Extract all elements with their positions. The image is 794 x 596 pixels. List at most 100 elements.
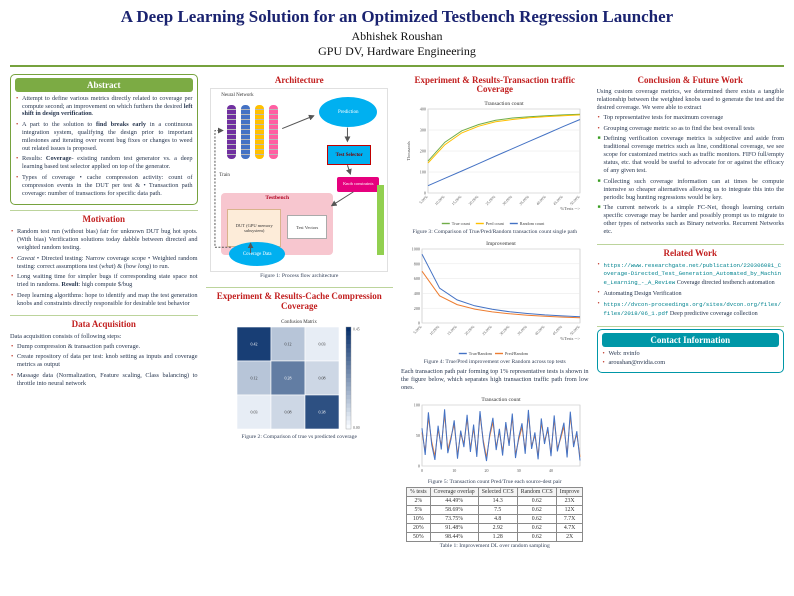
- related-item: Automating Design Verification: [597, 290, 785, 299]
- section-cache-results: Experiment & Results-Cache Compression C…: [205, 287, 393, 445]
- table-cell: 1.28: [477, 532, 518, 543]
- table-cell: 91.48%: [429, 523, 479, 534]
- header-divider: [10, 64, 784, 67]
- svg-text:25.00%: 25.00%: [485, 195, 497, 207]
- author-affiliation: GPU DV, Hardware Engineering: [318, 43, 476, 58]
- svg-text:0.12: 0.12: [285, 341, 292, 346]
- transaction-paragraph: Each transaction path pair forming top 1…: [401, 367, 589, 391]
- contact-email[interactable]: aroushan@nvidia.com: [602, 359, 780, 367]
- test-selector-box: Test Selector: [327, 145, 372, 166]
- figure3-line-chart: 0 100 200 300 400 5.00% 10.00% 15.00% 20.00% 25.0…: [403, 98, 586, 229]
- abstract-bullet-list: Attempt to define various metrics direct…: [15, 95, 193, 198]
- table-cell: 44.49%: [429, 496, 479, 507]
- bullet-item: Create repository of data per test: knob…: [10, 353, 198, 369]
- svg-text:10.00%: 10.00%: [434, 195, 446, 207]
- table-cell: 7.5: [477, 505, 518, 516]
- related-link[interactable]: https://www.researchgate.net/publication…: [603, 261, 781, 286]
- section-data-acquisition: Data Acquisition Data acquisition consis…: [10, 315, 198, 393]
- related-item: https://www.researchgate.net/publication…: [597, 262, 785, 288]
- svg-text:40.00%: 40.00%: [534, 324, 546, 336]
- section-conclusion: Conclusion & Future Work Using custom co…: [597, 72, 785, 242]
- bullet-item: Collecting such coverage information can…: [597, 178, 784, 202]
- neural-network-layers: [227, 105, 279, 160]
- table-cell: 7.7X: [555, 514, 584, 525]
- svg-text:400: 400: [413, 291, 419, 296]
- related-text: Coverage directed testbench automation: [676, 279, 775, 286]
- table-cell: 2X: [555, 532, 584, 543]
- svg-text:Pred count: Pred count: [486, 221, 505, 226]
- svg-text:0.03: 0.03: [251, 409, 258, 414]
- table-row: 50% 98.44% 1.28 0.62 2X: [406, 532, 584, 543]
- svg-text:40.00%: 40.00%: [535, 195, 547, 207]
- table-cell: 4.7X: [555, 523, 584, 534]
- related-text: Deep predictive coverage collection: [669, 310, 758, 317]
- related-link[interactable]: https://dvcon-proceedings.org/sites/dvco…: [603, 300, 781, 317]
- svg-text:30: 30: [516, 468, 520, 473]
- table-cell: 0.62: [516, 496, 557, 507]
- svg-text:50.00%: 50.00%: [569, 324, 581, 336]
- svg-text:0.08: 0.08: [285, 409, 292, 414]
- svg-text:Confusion Matrix: Confusion Matrix: [281, 320, 317, 325]
- bullet-item: Deep learning algorithms: hope to identi…: [10, 292, 198, 308]
- bullet-item: Top representative tests for maximum cov…: [597, 114, 785, 122]
- poster-header: A Deep Learning Solution for an Optimize…: [10, 5, 784, 61]
- svg-text:0: 0: [418, 321, 420, 326]
- svg-text:50.00%: 50.00%: [569, 195, 581, 207]
- svg-text:0.38: 0.38: [319, 409, 326, 414]
- prediction-node: Prediction: [319, 97, 378, 128]
- table-cell: 14.3: [477, 496, 518, 507]
- svg-text:15.00%: 15.00%: [446, 324, 458, 336]
- svg-text:600: 600: [413, 276, 419, 281]
- table-cell: 10%: [406, 514, 431, 525]
- abstract-panel: Abstract Attempt to define various metri…: [10, 73, 198, 206]
- nn-layer-bar: [241, 105, 251, 160]
- svg-text:10: 10: [452, 468, 456, 473]
- svg-text:25.00%: 25.00%: [481, 324, 493, 336]
- column-3: Experiment & Results-Transaction traffic…: [401, 72, 589, 590]
- svg-text:Transaction count: Transaction count: [481, 397, 521, 403]
- related-item: https://dvcon-proceedings.org/sites/dvco…: [597, 301, 785, 318]
- conclusion-heading: Conclusion & Future Work: [637, 74, 743, 85]
- nn-layer-bar: [269, 105, 279, 160]
- bullet-item: Defining verification coverage metrics i…: [597, 135, 784, 175]
- svg-text:10.00%: 10.00%: [429, 324, 441, 336]
- table-cell: 5%: [406, 505, 431, 516]
- poster-columns: Abstract Attempt to define various metri…: [10, 72, 784, 590]
- bullet-item: Long waiting time for simpler bugs if co…: [10, 273, 198, 289]
- section-motivation: Motivation Random test run (without bias…: [10, 210, 198, 313]
- svg-text:20: 20: [484, 468, 488, 473]
- bullet-item: Grouping coverage metric so as to find t…: [597, 125, 785, 133]
- svg-text:200: 200: [419, 149, 425, 154]
- column-2: Architecture Neural Network Prediction T…: [205, 72, 393, 590]
- table-cell: 0.62: [516, 505, 557, 516]
- svg-text:Improvement: Improvement: [486, 241, 516, 247]
- table-cell: 73.75%: [429, 514, 479, 525]
- bullet-item: Dump compression & transaction path cove…: [10, 343, 198, 351]
- svg-text:200: 200: [413, 306, 419, 311]
- column-4: Conclusion & Future Work Using custom co…: [596, 72, 785, 590]
- table-header-cell: % tests: [406, 487, 431, 498]
- figure3-caption: Figure 3: Comparison of True/Pred/Random…: [412, 229, 578, 236]
- neural-network-label: Neural Network: [221, 93, 254, 99]
- svg-text:Transaction count: Transaction count: [484, 101, 524, 107]
- svg-text:Random count: Random count: [520, 221, 545, 226]
- train-label: Train: [219, 173, 230, 179]
- poster-title: A Deep Learning Solution for an Optimize…: [120, 7, 674, 26]
- figure5-caption: Figure 5: Transaction count Pred/True ea…: [427, 478, 562, 485]
- transaction-results-heading: Experiment & Results-Transaction traffic…: [414, 74, 576, 95]
- svg-text:30.00%: 30.00%: [499, 324, 511, 336]
- svg-text:30.00%: 30.00%: [502, 195, 514, 207]
- svg-text:0.00: 0.00: [353, 426, 360, 430]
- svg-text:True/Random: True/Random: [469, 351, 493, 356]
- svg-text:0.45: 0.45: [353, 327, 360, 331]
- svg-text:20.00%: 20.00%: [468, 195, 480, 207]
- section-related-work: Related Work https://www.researchgate.ne…: [596, 243, 785, 324]
- svg-text:5.00%: 5.00%: [419, 195, 429, 205]
- bullet-item: A part to the solution to find breaks ea…: [15, 121, 193, 153]
- contact-heading: Contact Information: [601, 332, 779, 347]
- table-cell: 20%: [406, 523, 431, 534]
- nn-layer-bar: [255, 105, 265, 160]
- table-cell: 0.62: [516, 523, 557, 534]
- svg-text:40: 40: [549, 468, 553, 473]
